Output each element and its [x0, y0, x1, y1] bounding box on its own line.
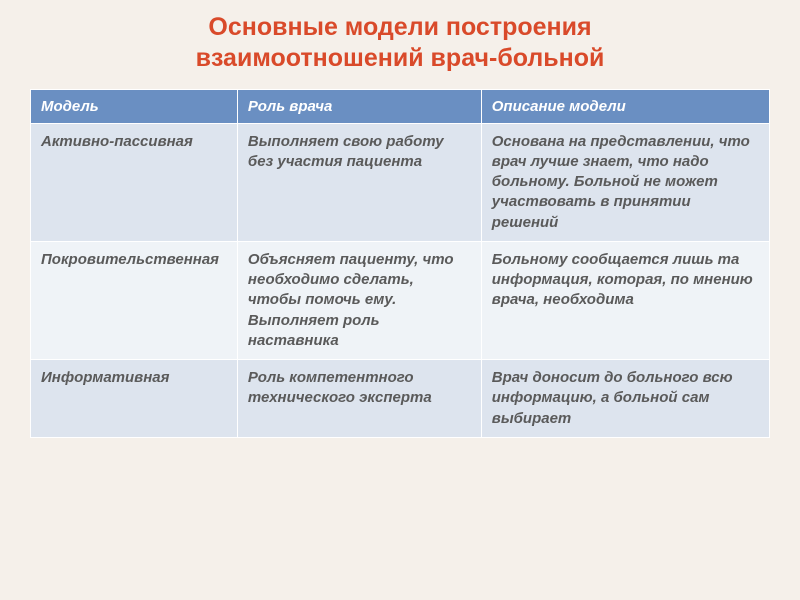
cell-desc: Больному сообщается лишь та информация, … — [481, 241, 769, 359]
cell-model: Покровительственная — [31, 241, 238, 359]
cell-model: Активно-пассивная — [31, 123, 238, 241]
cell-model: Информативная — [31, 360, 238, 438]
title-line1: Основные модели построения — [208, 13, 591, 41]
header-desc: Описание модели — [481, 89, 769, 123]
cell-role: Выполняет свою работу без участия пациен… — [237, 123, 481, 241]
header-model: Модель — [31, 89, 238, 123]
title-line2: взаимоотношений врач-больной — [196, 44, 605, 72]
table-row: Покровительственная Объясняет пациенту, … — [31, 241, 770, 359]
cell-desc: Основана на представлении, что врач лучш… — [481, 123, 769, 241]
table-row: Активно-пассивная Выполняет свою работу … — [31, 123, 770, 241]
cell-role: Роль компетентного технического эксперта — [237, 360, 481, 438]
models-table: Модель Роль врача Описание модели Активн… — [30, 89, 770, 438]
cell-desc: Врач доносит до больного всю информацию,… — [481, 360, 769, 438]
table-row: Информативная Роль компетентного техниче… — [31, 360, 770, 438]
table-header-row: Модель Роль врача Описание модели — [31, 89, 770, 123]
page-title: Основные модели построения взаимоотношен… — [30, 12, 770, 75]
header-role: Роль врача — [237, 89, 481, 123]
cell-role: Объясняет пациенту, что необходимо сдела… — [237, 241, 481, 359]
